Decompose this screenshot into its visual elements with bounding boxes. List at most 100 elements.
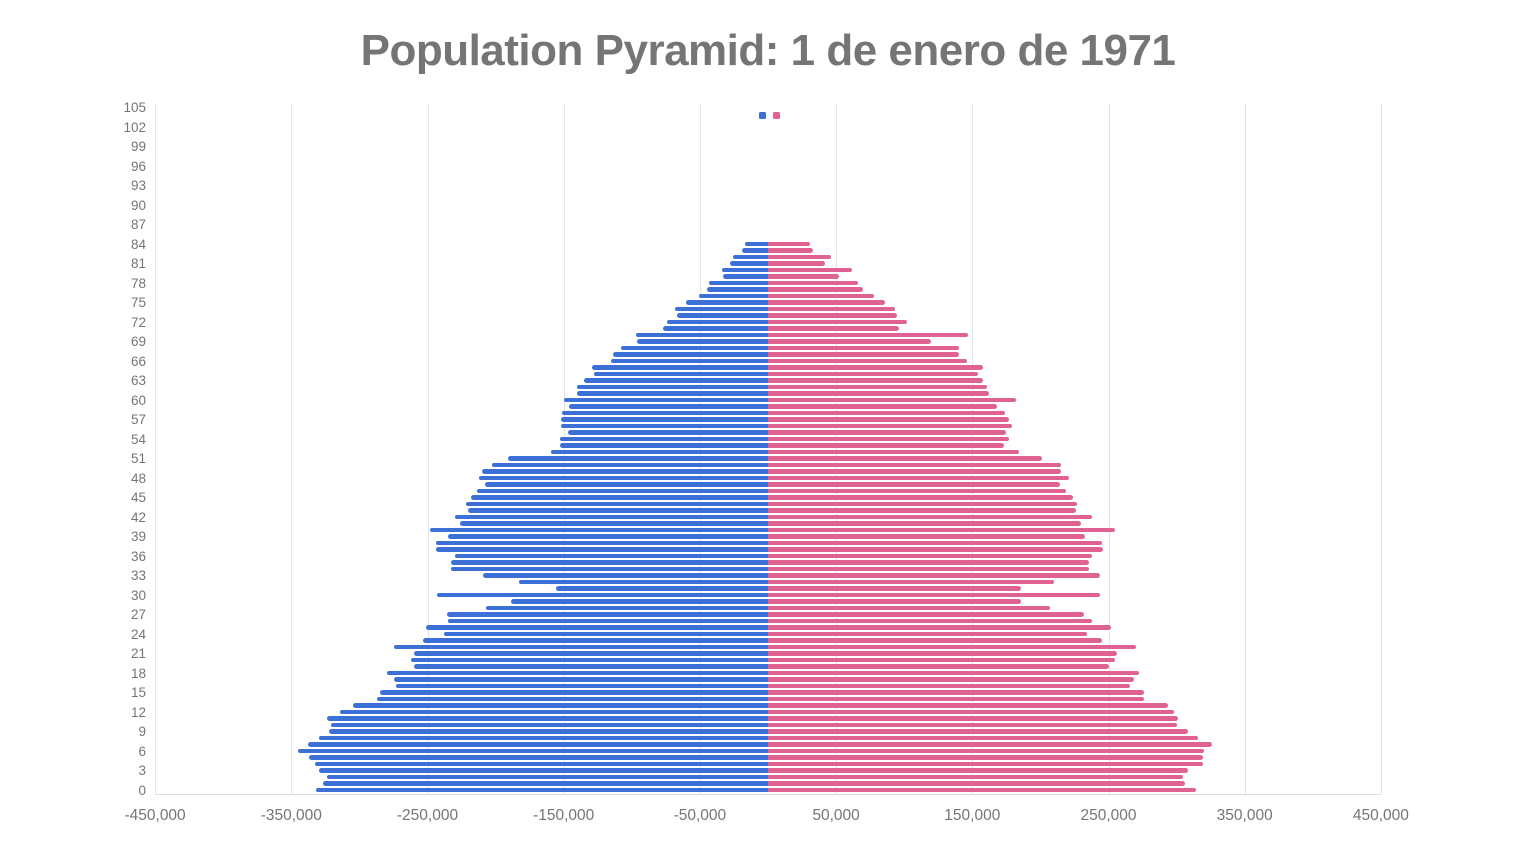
female-bar-age-54[interactable] <box>768 436 1010 442</box>
male-bar-age-26[interactable] <box>447 618 768 624</box>
male-bar-age-74[interactable] <box>675 306 768 312</box>
female-bar-age-50[interactable] <box>768 462 1061 468</box>
female-bar-age-57[interactable] <box>768 417 1010 422</box>
male-bar-age-50[interactable] <box>491 462 768 468</box>
male-bar-age-81[interactable] <box>729 261 768 266</box>
female-bar-age-23[interactable] <box>768 638 1102 643</box>
female-bar-age-13[interactable] <box>768 703 1169 708</box>
female-bar-age-31[interactable] <box>768 586 1022 591</box>
male-bar-age-77[interactable] <box>706 287 768 292</box>
female-bar-age-75[interactable] <box>768 300 886 305</box>
male-bar-age-32[interactable] <box>518 579 768 585</box>
male-bar-age-84[interactable] <box>744 241 768 247</box>
female-bar-age-10[interactable] <box>768 722 1177 728</box>
male-bar-age-66[interactable] <box>611 358 768 364</box>
female-bar-age-62[interactable] <box>768 384 988 390</box>
male-bar-age-34[interactable] <box>450 566 768 572</box>
male-bar-age-7[interactable] <box>307 742 768 747</box>
female-bar-age-66[interactable] <box>768 358 967 364</box>
female-bar-age-21[interactable] <box>768 651 1117 656</box>
female-bar-age-35[interactable] <box>768 560 1090 565</box>
female-bar-age-76[interactable] <box>768 293 875 299</box>
female-bar-age-29[interactable] <box>768 599 1022 604</box>
female-bar-age-18[interactable] <box>768 670 1139 676</box>
male-bar-age-0[interactable] <box>315 787 768 793</box>
female-bar-age-26[interactable] <box>768 618 1093 624</box>
male-bar-age-24[interactable] <box>443 631 768 637</box>
male-bar-age-31[interactable] <box>555 586 768 591</box>
male-bar-age-76[interactable] <box>698 293 768 299</box>
male-bar-age-19[interactable] <box>413 664 768 669</box>
female-bar-age-11[interactable] <box>768 716 1178 721</box>
male-bar-age-58[interactable] <box>562 410 768 416</box>
female-bar-age-22[interactable] <box>768 644 1136 650</box>
female-bar-age-49[interactable] <box>768 469 1061 474</box>
male-bar-age-45[interactable] <box>471 495 768 500</box>
male-bar-age-69[interactable] <box>637 339 768 344</box>
female-bar-age-68[interactable] <box>768 345 959 351</box>
female-bar-age-4[interactable] <box>768 761 1203 767</box>
female-bar-age-12[interactable] <box>768 709 1174 715</box>
female-bar-age-58[interactable] <box>768 410 1005 416</box>
male-bar-age-44[interactable] <box>465 501 768 507</box>
female-bar-age-20[interactable] <box>768 657 1116 663</box>
male-bar-age-9[interactable] <box>329 729 768 734</box>
male-bar-age-6[interactable] <box>298 748 768 754</box>
male-bar-age-15[interactable] <box>379 690 768 695</box>
female-bar-age-5[interactable] <box>768 755 1203 760</box>
male-bar-age-40[interactable] <box>430 527 768 533</box>
female-bar-age-34[interactable] <box>768 566 1090 572</box>
male-bar-age-63[interactable] <box>584 378 768 383</box>
male-bar-age-71[interactable] <box>663 326 768 331</box>
male-bar-age-39[interactable] <box>447 534 768 539</box>
female-bar-age-84[interactable] <box>768 241 811 247</box>
female-bar-age-48[interactable] <box>768 475 1069 481</box>
female-bar-age-27[interactable] <box>768 612 1084 617</box>
male-bar-age-57[interactable] <box>561 417 768 422</box>
male-bar-age-38[interactable] <box>435 540 768 546</box>
female-bar-age-73[interactable] <box>768 313 898 318</box>
male-bar-age-8[interactable] <box>318 735 768 741</box>
male-bar-age-18[interactable] <box>386 670 768 676</box>
female-bar-age-52[interactable] <box>768 449 1019 455</box>
male-bar-age-37[interactable] <box>435 547 768 552</box>
male-bar-age-17[interactable] <box>393 677 768 682</box>
male-bar-age-12[interactable] <box>340 709 768 715</box>
female-bar-age-80[interactable] <box>768 267 853 273</box>
female-bar-age-2[interactable] <box>768 774 1184 780</box>
female-bar-age-41[interactable] <box>768 521 1082 526</box>
female-bar-age-25[interactable] <box>768 625 1112 630</box>
male-bar-age-28[interactable] <box>486 605 768 611</box>
male-bar-age-33[interactable] <box>483 573 768 578</box>
male-bar-age-35[interactable] <box>450 560 768 565</box>
male-bar-age-79[interactable] <box>723 274 768 279</box>
female-bar-age-38[interactable] <box>768 540 1102 546</box>
female-bar-age-6[interactable] <box>768 748 1204 754</box>
male-bar-age-55[interactable] <box>567 430 768 435</box>
female-bar-age-78[interactable] <box>768 280 858 286</box>
male-bar-age-11[interactable] <box>326 716 768 721</box>
male-bar-age-43[interactable] <box>468 508 768 513</box>
female-bar-age-36[interactable] <box>768 553 1093 559</box>
female-bar-age-60[interactable] <box>768 397 1016 403</box>
female-bar-age-79[interactable] <box>768 274 839 279</box>
male-bar-age-67[interactable] <box>612 352 768 357</box>
male-bar-age-83[interactable] <box>742 248 768 253</box>
male-bar-age-78[interactable] <box>709 280 768 286</box>
female-bar-age-1[interactable] <box>768 781 1185 786</box>
male-bar-age-53[interactable] <box>559 443 768 448</box>
female-bar-age-3[interactable] <box>768 768 1188 773</box>
male-bar-age-64[interactable] <box>593 371 768 377</box>
female-bar-age-37[interactable] <box>768 547 1104 552</box>
male-bar-age-2[interactable] <box>326 774 768 780</box>
male-bar-age-70[interactable] <box>635 332 768 338</box>
female-bar-age-17[interactable] <box>768 677 1135 682</box>
female-bar-age-81[interactable] <box>768 261 826 266</box>
male-bar-age-60[interactable] <box>563 397 768 403</box>
female-bar-age-33[interactable] <box>768 573 1101 578</box>
male-bar-age-41[interactable] <box>460 521 768 526</box>
female-bar-age-9[interactable] <box>768 729 1188 734</box>
female-bar-age-44[interactable] <box>768 501 1078 507</box>
male-bar-age-65[interactable] <box>592 365 768 370</box>
female-bar-age-69[interactable] <box>768 339 932 344</box>
